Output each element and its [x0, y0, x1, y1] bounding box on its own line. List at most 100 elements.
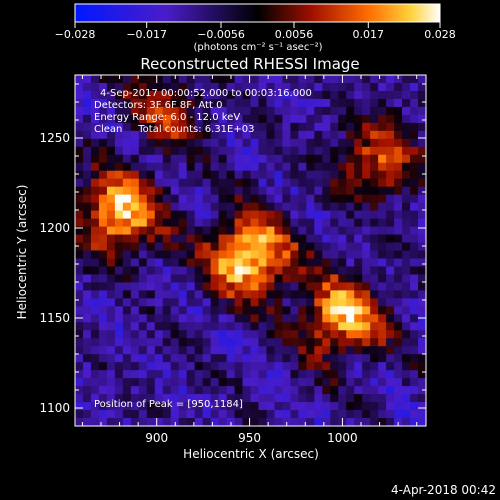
- heatmap-cell: [306, 122, 315, 132]
- heatmap-cell: [82, 338, 92, 347]
- heatmap-cell: [322, 266, 331, 276]
- y-tick-label: 1250: [39, 131, 70, 145]
- heatmap-cell: [346, 122, 355, 132]
- heatmap-cell: [154, 290, 164, 299]
- heatmap-cell: [274, 242, 284, 252]
- heatmap-cell: [194, 394, 204, 403]
- heatmap-cell: [202, 138, 212, 148]
- heatmap-cell: [242, 402, 252, 411]
- heatmap-cell: [346, 218, 355, 228]
- heatmap-cell: [314, 82, 323, 92]
- heatmap-cell: [242, 354, 252, 363]
- heatmap-cell: [114, 186, 124, 196]
- heatmap-cell: [362, 370, 371, 379]
- heatmap-cell: [250, 162, 260, 172]
- heatmap-cell: [178, 314, 188, 323]
- heatmap-cell: [75, 314, 84, 323]
- heatmap-cell: [290, 162, 299, 172]
- heatmap-cell: [226, 402, 236, 411]
- heatmap-cell: [386, 362, 395, 371]
- heatmap-cell: [306, 202, 315, 212]
- heatmap-cell: [234, 290, 244, 299]
- heatmap-cell: [290, 394, 299, 403]
- heatmap-cell: [98, 154, 108, 164]
- heatmap-cell: [354, 186, 363, 196]
- heatmap-cell: [274, 386, 284, 395]
- heatmap-cell: [290, 146, 299, 156]
- heatmap-cell: [258, 154, 268, 164]
- heatmap-cell: [114, 394, 124, 403]
- heatmap-cell: [266, 114, 276, 124]
- heatmap-cell: [402, 386, 411, 395]
- heatmap-cell: [354, 154, 363, 164]
- heatmap-cell: [322, 218, 331, 228]
- heatmap-cell: [122, 354, 132, 363]
- heatmap-cell: [162, 322, 172, 331]
- heatmap-cell: [138, 90, 148, 100]
- heatmap-cell: [170, 378, 180, 387]
- heatmap-cell: [274, 154, 284, 164]
- heatmap-cell: [210, 82, 220, 92]
- heatmap-cell: [282, 90, 291, 100]
- heatmap-cell: [114, 290, 124, 299]
- heatmap-cell: [346, 186, 355, 196]
- heatmap-cell: [90, 170, 100, 180]
- heatmap-cell: [75, 306, 84, 315]
- heatmap-cell: [402, 75, 411, 84]
- heatmap-cell: [314, 146, 323, 156]
- heatmap-cell: [298, 282, 307, 291]
- annotation-detectors: Detectors: 3F 6F 8F, Att 0: [94, 100, 222, 111]
- heatmap-cell: [330, 290, 339, 299]
- heatmap-cell: [146, 258, 156, 268]
- heatmap-cell: [394, 298, 403, 307]
- heatmap-cell: [218, 194, 228, 204]
- heatmap-cell: [330, 162, 339, 172]
- heatmap-cell: [306, 130, 315, 140]
- heatmap-cell: [282, 82, 291, 92]
- heatmap-cell: [282, 314, 291, 323]
- heatmap-cell: [130, 122, 140, 132]
- heatmap-cell: [242, 370, 252, 379]
- heatmap-cell: [170, 138, 180, 148]
- heatmap-cell: [274, 170, 284, 180]
- heatmap-cell: [226, 186, 236, 196]
- heatmap-cell: [130, 98, 140, 108]
- heatmap-cell: [298, 290, 307, 299]
- heatmap-cell: [130, 130, 140, 140]
- heatmap-cell: [82, 378, 92, 387]
- heatmap-cell: [170, 314, 180, 323]
- heatmap-cell: [378, 418, 387, 427]
- heatmap-cell: [354, 210, 363, 220]
- heatmap-cell: [138, 306, 148, 315]
- heatmap-cell: [282, 130, 291, 140]
- heatmap-cell: [162, 162, 172, 172]
- heatmap-cell: [138, 410, 148, 419]
- heatmap-cell: [338, 346, 347, 355]
- heatmap-cell: [386, 306, 395, 315]
- heatmap-cell: [282, 338, 291, 347]
- heatmap-cell: [242, 90, 252, 100]
- heatmap-cell: [146, 138, 156, 148]
- heatmap-cell: [75, 282, 84, 291]
- heatmap-cell: [410, 82, 419, 92]
- heatmap-cell: [138, 266, 148, 276]
- heatmap-cell: [378, 202, 387, 212]
- heatmap-cell: [90, 234, 100, 244]
- heatmap-cell: [242, 138, 252, 148]
- heatmap-cell: [178, 378, 188, 387]
- heatmap-cell: [306, 234, 315, 244]
- heatmap-cell: [122, 210, 132, 220]
- heatmap-cell: [90, 138, 100, 148]
- heatmap-cell: [194, 178, 204, 188]
- heatmap-cell: [210, 386, 220, 395]
- heatmap-cell: [386, 258, 395, 268]
- heatmap-cell: [98, 210, 108, 220]
- heatmap-cell: [306, 210, 315, 220]
- heatmap-cell: [130, 234, 140, 244]
- heatmap-cell: [122, 346, 132, 355]
- heatmap-cell: [298, 90, 307, 100]
- heatmap-cell: [418, 378, 427, 387]
- heatmap-cell: [298, 154, 307, 164]
- heatmap-cell: [226, 122, 236, 132]
- heatmap-cell: [170, 82, 180, 92]
